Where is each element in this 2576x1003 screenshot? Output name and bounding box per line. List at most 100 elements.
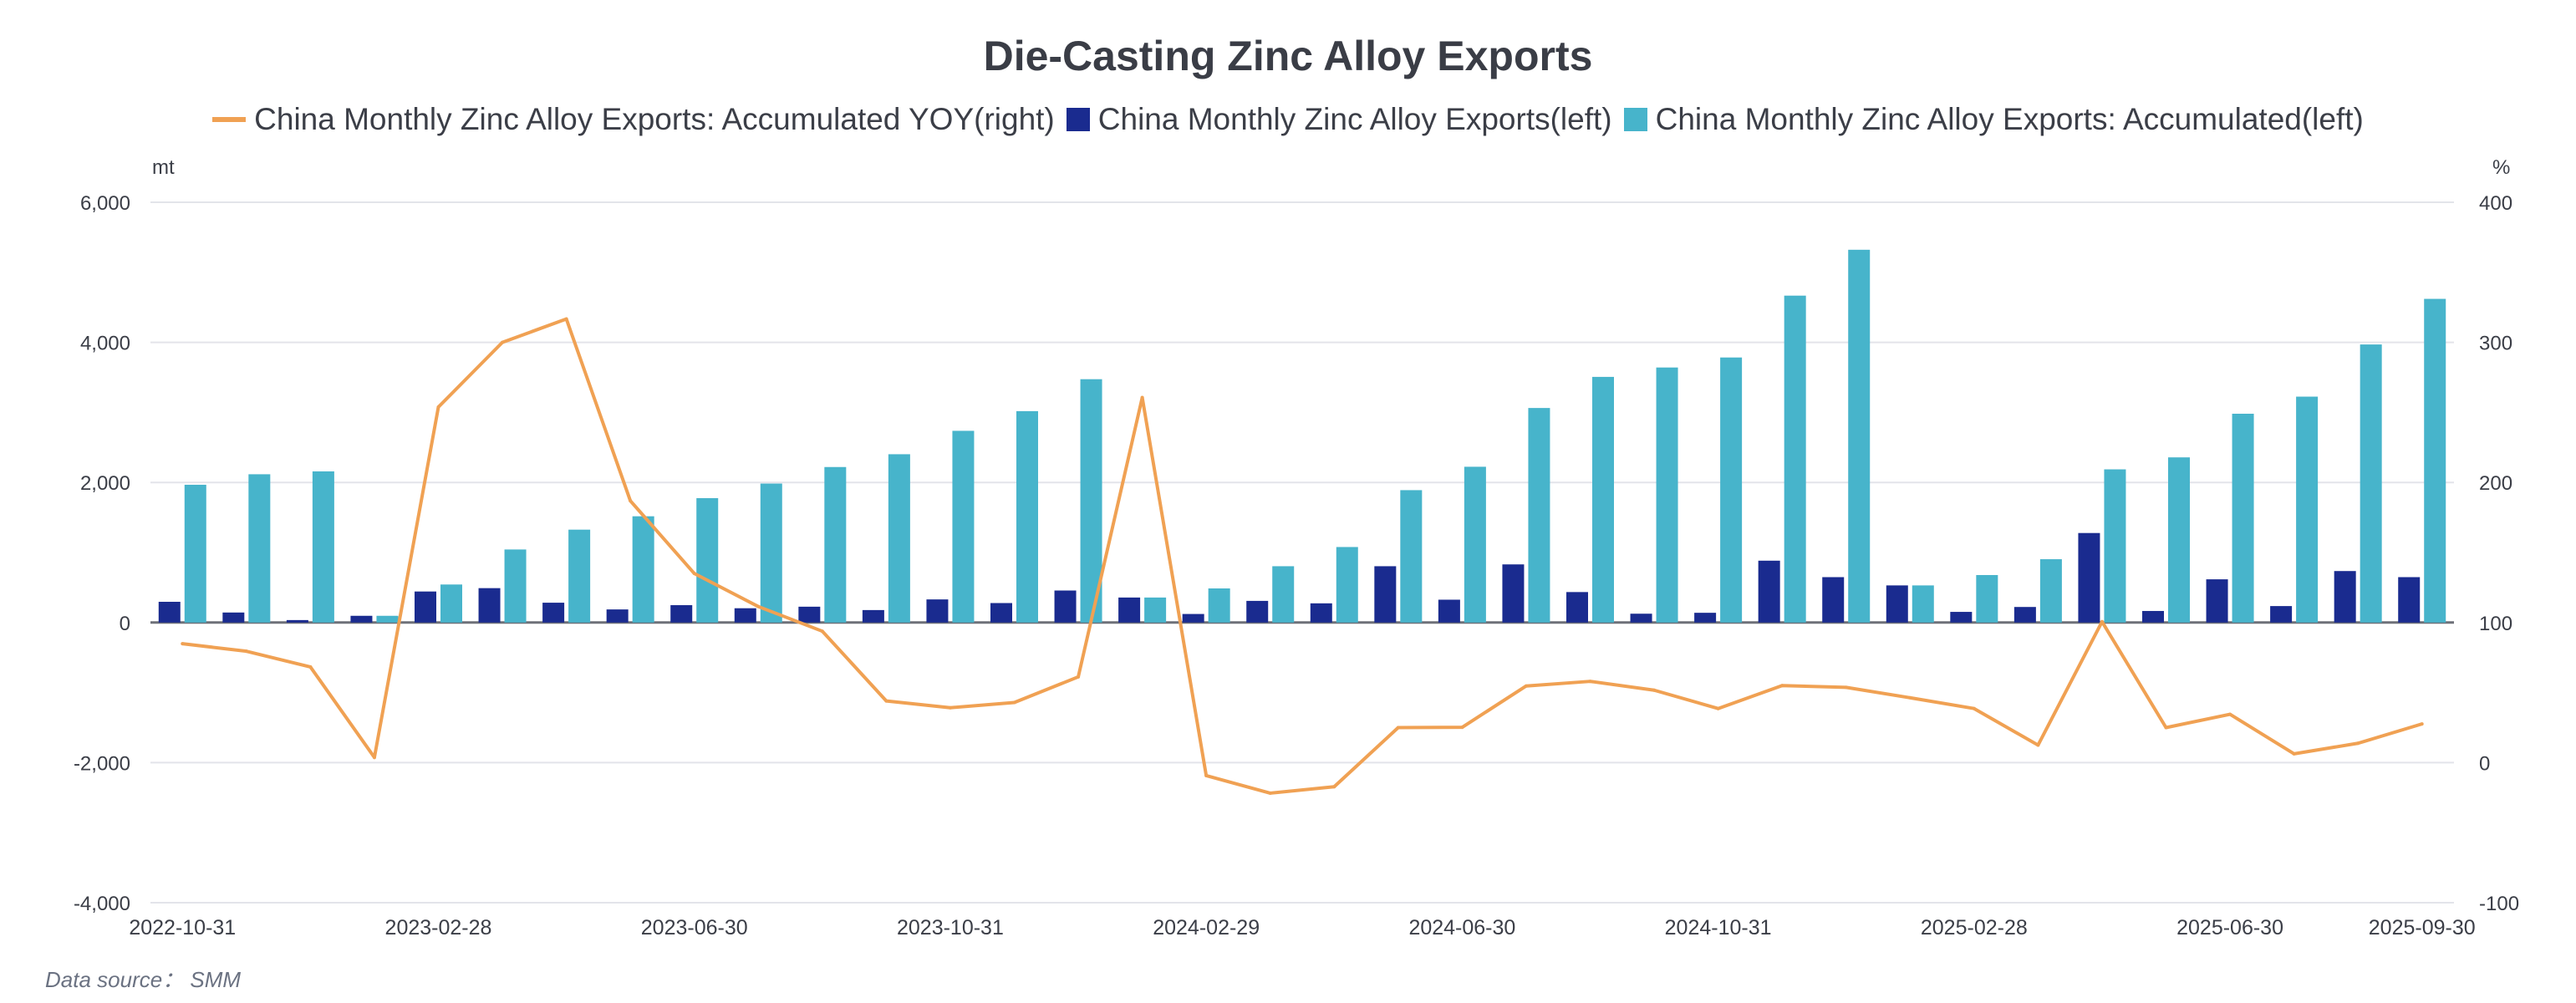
accumulated-export-bar	[952, 430, 975, 623]
monthly-export-bar	[1310, 603, 1332, 623]
left-tick-label: 6,000	[80, 192, 130, 215]
accumulated-export-bar	[568, 529, 591, 623]
monthly-export-bar	[542, 603, 565, 623]
right-tick-label: 200	[2479, 472, 2512, 495]
accumulated-export-bar	[2296, 396, 2319, 623]
x-tick-label: 2023-06-30	[641, 916, 748, 939]
monthly-export-bar	[862, 609, 884, 623]
monthly-export-bar	[606, 609, 629, 623]
monthly-export-bar	[1374, 566, 1397, 623]
yoy-point	[948, 705, 952, 710]
legend-item-yoy[interactable]: China Monthly Zinc Alloy Exports: Accumu…	[212, 102, 1055, 137]
accumulated-export-bar	[1720, 357, 1743, 623]
accumulated-export-bar	[1208, 588, 1230, 623]
bar-swatch-icon	[1623, 108, 1647, 131]
accumulated-export-bar	[760, 483, 782, 623]
accumulated-export-bar	[504, 549, 527, 623]
yoy-point	[181, 642, 185, 646]
yoy-point	[1396, 726, 1400, 730]
legend-label: China Monthly Zinc Alloy Exports: Accumu…	[1655, 102, 2364, 136]
monthly-export-bar	[1118, 597, 1141, 623]
monthly-export-bar	[1630, 614, 1652, 623]
yoy-point	[501, 340, 505, 344]
monthly-export-bar	[415, 591, 436, 623]
yoy-point	[2292, 751, 2296, 756]
accumulated-export-bar	[312, 471, 334, 623]
yoy-point	[1012, 700, 1016, 705]
legend: China Monthly Zinc Alloy Exports: Accumu…	[0, 102, 2576, 137]
yoy-point	[884, 699, 888, 703]
yoy-point	[1652, 688, 1657, 692]
yoy-point	[1972, 706, 1976, 710]
x-tick-label: 2023-02-28	[385, 916, 492, 939]
yoy-point	[1780, 684, 1784, 688]
yoy-point	[756, 604, 761, 608]
right-tick-label: 300	[2479, 333, 2512, 355]
accumulated-export-bar	[248, 474, 271, 623]
left-axis-unit: mt	[152, 156, 175, 179]
accumulated-export-bar	[1656, 367, 1678, 623]
yoy-point	[629, 499, 633, 503]
yoy-point	[2420, 722, 2424, 726]
monthly-export-bar	[478, 588, 501, 623]
monthly-export-bar	[1950, 612, 1973, 623]
monthly-export-bar	[2013, 607, 2036, 623]
legend-item-monthly[interactable]: China Monthly Zinc Alloy Exports(left)	[1066, 102, 1612, 137]
monthly-export-bar	[926, 599, 949, 623]
yoy-point	[244, 649, 248, 654]
yoy-point	[2164, 726, 2168, 730]
monthly-export-bar	[670, 605, 693, 623]
monthly-export-bar	[1054, 590, 1077, 623]
left-tick-label: -4,000	[74, 893, 130, 915]
monthly-export-bar	[1182, 614, 1204, 623]
monthly-export-bar	[2398, 577, 2421, 623]
monthly-export-bar	[1886, 585, 1908, 623]
yoy-point	[2036, 743, 2040, 747]
right-axis-unit: %	[2492, 156, 2510, 179]
yoy-point	[372, 756, 376, 760]
chart-title: Die-Casting Zinc Alloy Exports	[983, 33, 1593, 79]
x-tick-label: 2022-10-31	[129, 916, 236, 939]
monthly-export-bar	[1246, 600, 1269, 623]
accumulated-export-bar	[2424, 298, 2446, 623]
accumulated-export-bar	[2104, 469, 2126, 623]
yoy-point	[2228, 712, 2232, 716]
accumulated-export-bar	[2168, 457, 2190, 623]
accumulated-export-bar	[824, 466, 847, 623]
monthly-export-bar	[2334, 571, 2356, 623]
accumulated-export-bar	[1464, 466, 1486, 623]
yoy-point	[2356, 741, 2360, 746]
yoy-point	[692, 572, 696, 576]
yoy-point	[436, 405, 440, 410]
accumulated-export-bar	[1336, 547, 1358, 623]
monthly-export-bar	[1822, 577, 1845, 623]
legend-label: China Monthly Zinc Alloy Exports(left)	[1097, 102, 1612, 136]
monthly-export-bar	[734, 608, 756, 623]
accumulated-export-bar	[1784, 295, 1806, 623]
accumulated-export-bar	[1528, 408, 1550, 623]
monthly-export-bar	[798, 606, 821, 623]
monthly-export-bar	[2206, 579, 2228, 623]
accumulated-export-bar	[1976, 574, 1998, 623]
accumulated-export-bar	[1592, 376, 1614, 623]
accumulated-export-bar	[1144, 597, 1167, 623]
x-tick-label: 2025-06-30	[2176, 916, 2283, 939]
monthly-export-bar	[2270, 606, 2293, 623]
yoy-point	[1460, 726, 1464, 730]
monthly-export-bar	[1438, 599, 1460, 623]
legend-item-accumulated[interactable]: China Monthly Zinc Alloy Exports: Accumu…	[1623, 102, 2364, 137]
monthly-export-bar	[222, 612, 245, 623]
accumulated-export-bar	[376, 615, 399, 623]
right-tick-label: 400	[2479, 192, 2512, 215]
yoy-point	[1140, 395, 1144, 400]
bar-swatch-icon	[1066, 108, 1090, 131]
yoy-point	[1908, 695, 1912, 700]
accumulated-export-bar	[184, 484, 206, 623]
accumulated-export-bar	[1272, 566, 1295, 623]
legend-label: China Monthly Zinc Alloy Exports: Accumu…	[254, 102, 1055, 136]
yoy-point	[1332, 785, 1336, 789]
left-tick-label: 4,000	[80, 333, 130, 355]
yoy-point	[1204, 773, 1209, 777]
x-tick-label: 2023-10-31	[897, 916, 1004, 939]
